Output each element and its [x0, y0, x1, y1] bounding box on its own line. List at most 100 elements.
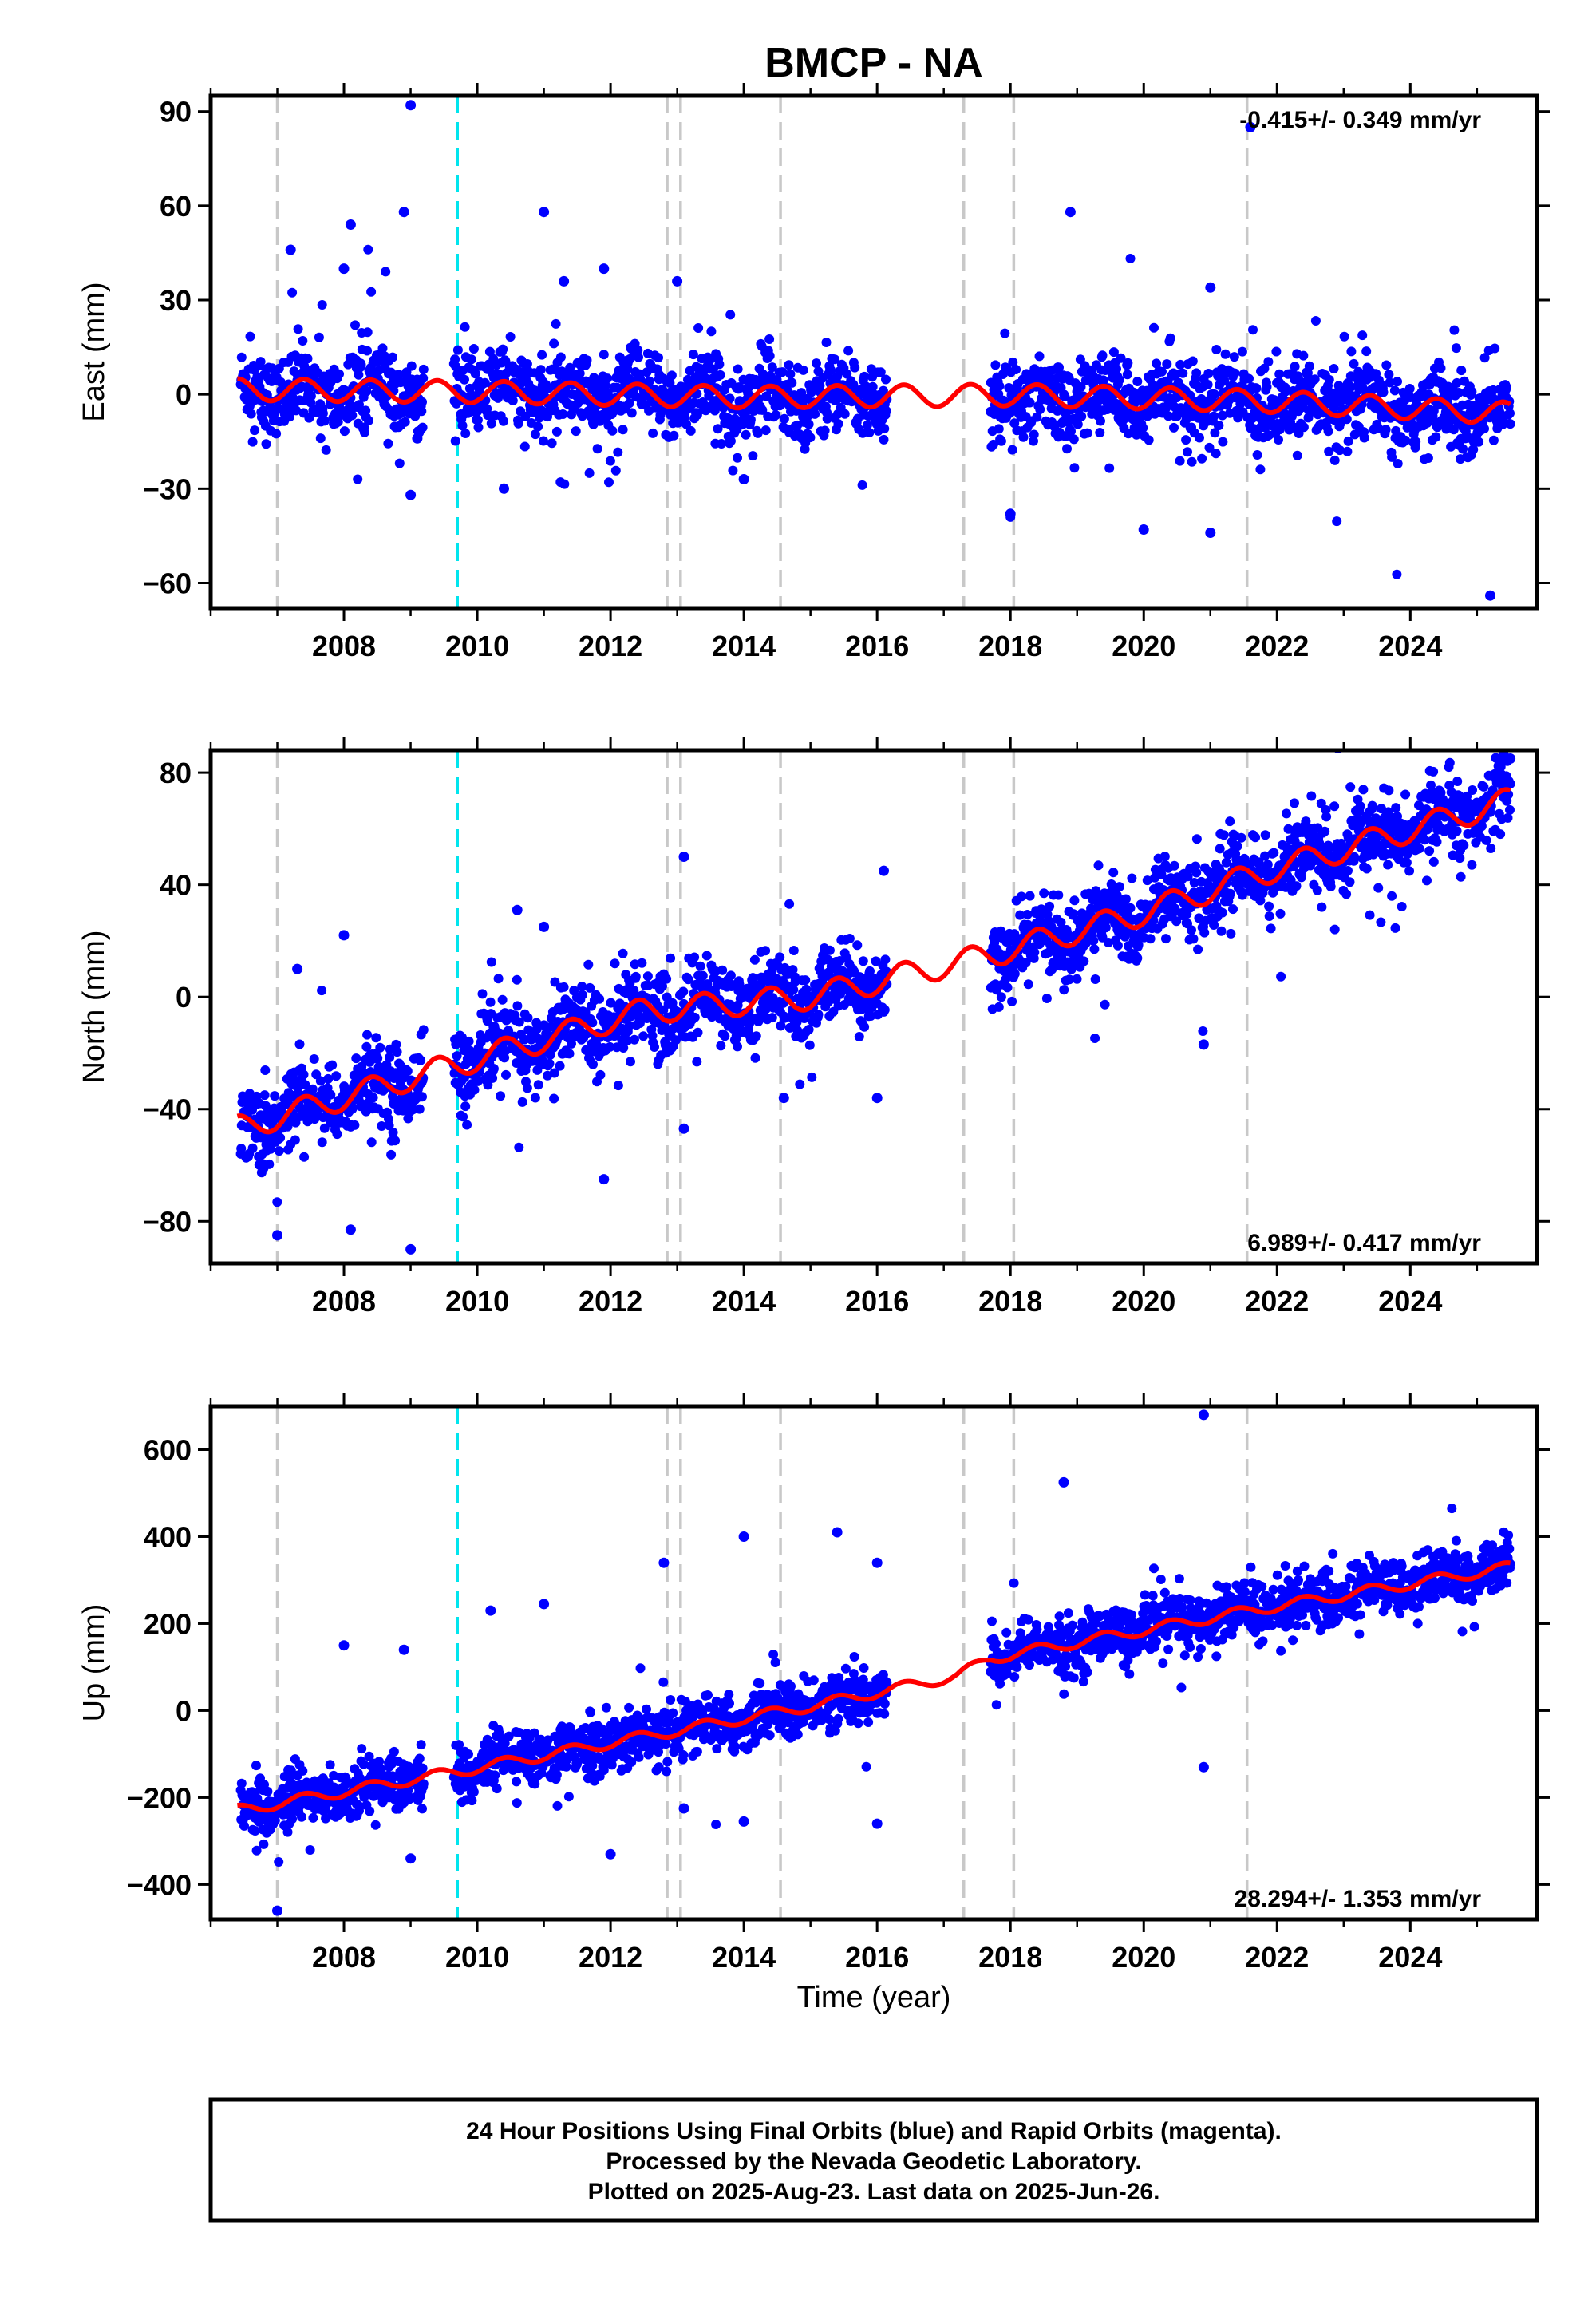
- data-point: [307, 1084, 318, 1094]
- data-point: [1324, 446, 1334, 456]
- y-tick-label: 30: [160, 284, 192, 317]
- data-point: [1321, 812, 1332, 822]
- data-point: [787, 377, 797, 388]
- data-point: [539, 436, 548, 446]
- data-point: [371, 1033, 381, 1043]
- data-point: [259, 1090, 270, 1101]
- data-point: [287, 287, 298, 298]
- data-point: [804, 419, 814, 429]
- data-point: [1422, 875, 1432, 886]
- data-point: [1260, 830, 1270, 840]
- panels: 2008 2010 2012 2014 2016 2018 2020 2022 2024−60−…: [77, 83, 1550, 1974]
- outlier-point: [539, 921, 550, 932]
- data-point: [996, 436, 1006, 446]
- y-axis-label: North (mm): [77, 930, 111, 1083]
- data-point: [239, 1820, 249, 1831]
- outlier-point: [879, 865, 889, 876]
- data-point: [1034, 351, 1045, 362]
- outlier-point: [1505, 753, 1516, 764]
- data-point: [605, 456, 615, 466]
- data-point: [725, 970, 736, 981]
- data-point: [356, 359, 366, 370]
- data-point: [334, 369, 344, 379]
- data-point: [1162, 359, 1172, 370]
- data-point: [297, 1812, 306, 1822]
- data-point: [1269, 848, 1279, 858]
- data-point: [486, 957, 496, 967]
- data-point: [1488, 435, 1499, 445]
- data-point: [1093, 860, 1104, 871]
- outlier-point: [292, 963, 303, 974]
- data-point: [1018, 432, 1029, 442]
- data-point: [1007, 996, 1017, 1006]
- data-point: [418, 373, 429, 383]
- data-point: [1007, 445, 1017, 455]
- data-point: [1317, 902, 1327, 912]
- data-point: [486, 418, 496, 429]
- panel-north: 2008 2010 2012 2014 2016 2018 2020 2022 2024−80−…: [77, 737, 1550, 1318]
- data-point: [347, 410, 358, 421]
- data-point: [1343, 436, 1353, 446]
- data-point: [881, 374, 891, 385]
- data-point: [418, 1025, 429, 1035]
- data-point: [693, 1027, 703, 1037]
- data-point: [1341, 889, 1352, 899]
- x-tick-label: 2022: [1245, 1285, 1309, 1318]
- data-point: [633, 345, 643, 355]
- data-point: [519, 441, 530, 452]
- data-point: [571, 426, 581, 437]
- data-point: [1298, 350, 1309, 361]
- data-point: [666, 953, 676, 963]
- data-point: [451, 362, 461, 372]
- data-point: [1342, 446, 1353, 456]
- data-point: [994, 381, 1005, 391]
- data-point: [1112, 364, 1121, 374]
- data-point: [497, 994, 508, 1005]
- data-point: [549, 1068, 559, 1078]
- data-point: [1008, 357, 1018, 367]
- data-point: [804, 1040, 815, 1050]
- data-point: [365, 1806, 375, 1816]
- data-point: [720, 1031, 730, 1041]
- data-point: [290, 1135, 300, 1145]
- data-point: [785, 369, 796, 379]
- data-point: [595, 1069, 606, 1080]
- data-point: [505, 332, 516, 342]
- data-point: [725, 310, 736, 320]
- data-point: [417, 397, 427, 407]
- data-point: [298, 1765, 308, 1776]
- data-point: [350, 320, 360, 330]
- data-point: [1451, 343, 1461, 354]
- data-point: [1132, 377, 1143, 386]
- data-point: [757, 405, 768, 415]
- data-point: [852, 940, 863, 951]
- y-tick-label: 80: [160, 757, 192, 789]
- data-point: [606, 998, 616, 1008]
- outlier-point: [598, 1174, 610, 1185]
- data-point: [648, 428, 658, 438]
- data-point: [826, 365, 836, 375]
- event-lines: [275, 96, 1249, 608]
- data-point: [1381, 425, 1391, 435]
- data-point: [1021, 958, 1031, 968]
- x-tick-label: 2018: [978, 630, 1042, 662]
- data-point: [452, 1051, 462, 1061]
- data-point: [1000, 974, 1010, 985]
- data-point: [618, 425, 628, 435]
- data-point: [1411, 437, 1421, 447]
- outlier-point: [1485, 590, 1495, 601]
- data-point: [1292, 450, 1302, 460]
- x-tick-label: 2010: [445, 630, 509, 662]
- data-point: [1015, 910, 1025, 920]
- data-point: [1114, 374, 1124, 385]
- data-point: [356, 1098, 366, 1109]
- data-point: [779, 413, 789, 424]
- data-point: [613, 1081, 623, 1091]
- data-point: [388, 352, 397, 362]
- data-point: [988, 439, 998, 449]
- data-point: [879, 424, 890, 434]
- data-point: [1306, 791, 1317, 801]
- data-point: [1053, 890, 1064, 900]
- data-point: [750, 1053, 760, 1063]
- data-point: [622, 1035, 633, 1045]
